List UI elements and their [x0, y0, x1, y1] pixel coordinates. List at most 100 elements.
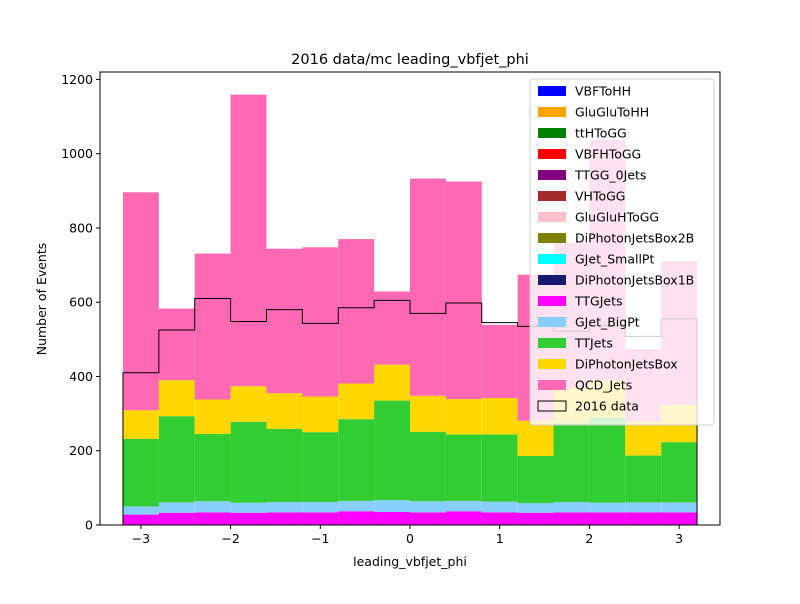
- bar-GJet_BigPt-14: [625, 502, 662, 513]
- bar-TTJets-14: [625, 455, 662, 503]
- bar-TTJets-13: [589, 417, 626, 503]
- bar-TTJets-2: [194, 434, 231, 502]
- y-axis-ticks: 0 200 400 600 800 1000 1200: [61, 72, 100, 533]
- bar-TTJets-9: [445, 434, 482, 501]
- legend-label: VHToGG: [575, 189, 625, 204]
- legend: VBFToHH GluGluToHH ttHToGG VBFHToGG TTGG_0Je…: [529, 78, 715, 426]
- bar-DiPhotonJetsBox-2: [194, 399, 231, 435]
- legend-swatch: [538, 275, 566, 285]
- y-tick-label: 800: [69, 220, 93, 235]
- bar-DiPhotonJetsBox-9: [445, 399, 482, 435]
- legend-swatch: [538, 233, 566, 243]
- bar-QCD_Jets-0: [122, 192, 159, 411]
- legend-swatch: [538, 359, 566, 369]
- bar-GJet_BigPt-10: [481, 501, 518, 513]
- bar-TTGJets-5: [302, 512, 339, 525]
- bar-TTGJets-9: [445, 511, 482, 525]
- legend-label: TTGJets: [574, 294, 623, 309]
- chart-title: 2016 data/mc leading_vbfjet_phi: [291, 52, 529, 68]
- bar-GJet_BigPt-3: [230, 502, 267, 513]
- bar-QCD_Jets-1: [158, 308, 195, 381]
- bar-TTGJets-12: [553, 512, 590, 525]
- bar-TTJets-11: [517, 455, 554, 504]
- bar-TTGJets-6: [338, 511, 375, 525]
- bar-TTGJets-11: [517, 512, 554, 525]
- legend-label: VBFHToGG: [575, 147, 641, 162]
- bar-TTGJets-10: [481, 512, 518, 525]
- bar-TTJets-7: [374, 400, 410, 501]
- bar-GJet_BigPt-15: [661, 502, 698, 513]
- bar-QCD_Jets-2: [194, 253, 231, 400]
- legend-label: GluGluHToGG: [575, 210, 659, 225]
- bar-GJet_BigPt-6: [338, 500, 375, 512]
- x-axis-ticks: −3 −2 −1 0 1 2 3: [132, 525, 683, 546]
- bar-GJet_BigPt-13: [589, 502, 626, 513]
- legend-swatch: [538, 296, 566, 306]
- legend-label: VBFToHH: [575, 84, 631, 99]
- legend-label: GJet_BigPt: [575, 315, 640, 330]
- bar-DiPhotonJetsBox-1: [158, 380, 195, 417]
- legend-swatch: [538, 191, 566, 201]
- bar-GJet_BigPt-11: [517, 503, 554, 513]
- x-tick-label: −1: [311, 531, 329, 546]
- x-tick-label: 3: [675, 531, 683, 546]
- x-axis-label: leading_vbfjet_phi: [353, 554, 467, 569]
- y-tick-label: 1200: [61, 72, 93, 87]
- bar-TTJets-0: [122, 438, 159, 507]
- legend-swatch: [538, 338, 566, 348]
- bar-TTGJets-15: [661, 512, 698, 525]
- bar-GJet_BigPt-0: [122, 506, 159, 515]
- legend-box: [529, 78, 715, 426]
- legend-swatch: [538, 254, 566, 264]
- legend-swatch: [538, 212, 566, 222]
- bar-GJet_BigPt-1: [158, 502, 195, 513]
- bar-TTJets-1: [158, 416, 195, 503]
- bar-QCD_Jets-9: [445, 181, 482, 400]
- bar-TTJets-5: [302, 432, 339, 502]
- bar-DiPhotonJetsBox-10: [481, 398, 518, 435]
- bar-QCD_Jets-8: [410, 178, 446, 396]
- bar-DiPhotonJetsBox-14: [625, 421, 662, 456]
- bar-TTGJets-1: [158, 512, 195, 525]
- bar-TTJets-3: [230, 421, 267, 503]
- bar-TTJets-15: [661, 442, 698, 503]
- bar-DiPhotonJetsBox-7: [374, 364, 410, 401]
- bar-GJet_BigPt-2: [194, 501, 231, 513]
- bar-TTGJets-0: [122, 514, 159, 525]
- legend-label: GJet_SmallPt: [575, 252, 654, 267]
- legend-label: QCD_Jets: [575, 378, 632, 393]
- bar-TTJets-10: [481, 434, 518, 502]
- legend-swatch: [538, 107, 566, 117]
- legend-label: 2016 data: [575, 399, 639, 414]
- bar-QCD_Jets-10: [481, 324, 518, 399]
- legend-label: DiPhotonJetsBox2B: [575, 231, 694, 246]
- legend-swatch: [538, 380, 566, 390]
- x-tick-label: −3: [132, 531, 150, 546]
- x-tick-label: 1: [496, 531, 504, 546]
- bar-TTGJets-14: [625, 512, 662, 525]
- legend-swatch: [538, 149, 566, 159]
- bar-GJet_BigPt-7: [374, 500, 410, 513]
- y-axis-label: Number of Events: [34, 243, 49, 356]
- bar-GJet_BigPt-9: [445, 500, 482, 512]
- bar-TTJets-8: [410, 431, 446, 502]
- bar-GJet_BigPt-12: [553, 501, 590, 513]
- bar-TTGJets-7: [374, 512, 410, 525]
- x-tick-label: −2: [221, 531, 239, 546]
- bar-QCD_Jets-3: [230, 94, 267, 387]
- bar-QCD_Jets-6: [338, 239, 375, 384]
- bar-TTGJets-8: [410, 512, 446, 525]
- bar-TTGJets-13: [589, 512, 626, 525]
- x-tick-label: 2: [585, 531, 593, 546]
- legend-swatch: [538, 128, 566, 138]
- legend-label: GluGluToHH: [575, 105, 649, 120]
- bar-TTJets-12: [553, 423, 590, 502]
- bar-DiPhotonJetsBox-3: [230, 386, 267, 422]
- bar-TTGJets-3: [230, 512, 267, 525]
- y-tick-label: 200: [69, 443, 93, 458]
- y-tick-label: 400: [69, 369, 93, 384]
- bar-TTJets-4: [266, 428, 303, 502]
- legend-label: ttHToGG: [575, 126, 627, 141]
- legend-label: TTJets: [574, 336, 613, 351]
- bar-DiPhotonJetsBox-6: [338, 383, 375, 420]
